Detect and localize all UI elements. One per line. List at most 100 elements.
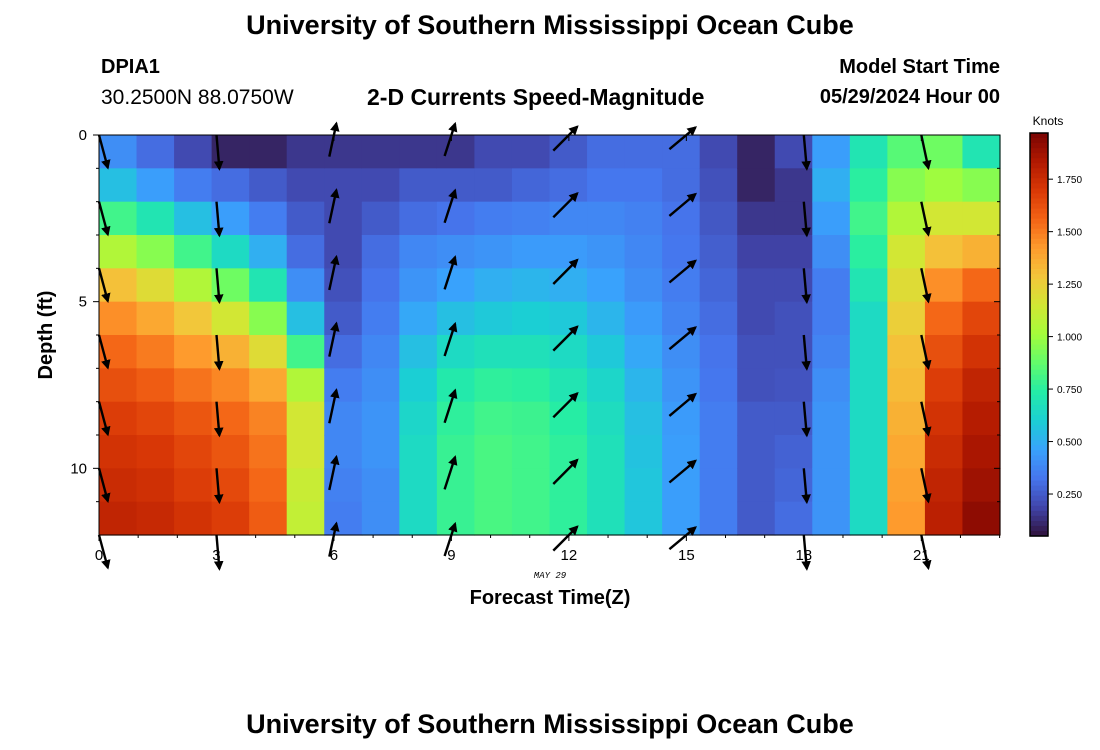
- heatmap-cell: [624, 335, 663, 369]
- current-vector-arrow: [328, 388, 340, 424]
- current-vector-arrow: [213, 268, 224, 305]
- heatmap-cell: [136, 268, 175, 303]
- colorbar-segment: [1030, 510, 1048, 517]
- heatmap-cell: [737, 368, 776, 403]
- heatmap-cell: [887, 135, 926, 169]
- colorbar-segment: [1030, 243, 1048, 250]
- heatmap-cell: [887, 501, 926, 536]
- heatmap-cell: [587, 401, 626, 436]
- heatmap-cell: [174, 501, 213, 536]
- y-tick-label: 10: [70, 460, 87, 477]
- heatmap-cell: [211, 301, 250, 336]
- colorbar-segment: [1030, 238, 1048, 245]
- heatmap-cell: [849, 268, 888, 303]
- current-vector-arrow: [443, 521, 458, 557]
- heatmap-cell: [924, 235, 964, 269]
- heatmap-cell: [249, 201, 288, 236]
- heatmap-cell: [361, 168, 400, 203]
- heatmap-cell: [511, 468, 551, 503]
- heatmap-cell: [849, 501, 888, 536]
- heatmap-cell: [324, 435, 363, 469]
- colorbar-tick-label: 1.500: [1057, 228, 1082, 239]
- colorbar-segment: [1030, 289, 1048, 295]
- heatmap-cell: [849, 335, 888, 369]
- heatmap-cell: [924, 435, 964, 469]
- heatmap-cell: [587, 435, 626, 469]
- x-axis-label: Forecast Time(Z): [470, 587, 631, 609]
- main-title: University of Southern Mississippi Ocean…: [246, 10, 854, 40]
- colorbar-segment: [1030, 258, 1048, 265]
- heatmap-cell: [849, 235, 888, 269]
- colorbar: 0.250 0.500 0.750 1.000 1.250 1.500 1.750: [1029, 132, 1082, 537]
- heatmap-cell: [211, 368, 250, 403]
- heatmap-cell: [699, 501, 738, 536]
- current-vector-arrow: [552, 191, 579, 219]
- current-vector-arrow: [668, 459, 697, 484]
- footer-title: University of Southern Mississippi Ocean…: [246, 709, 854, 739]
- heatmap-cell: [399, 468, 438, 503]
- current-vector-arrow: [97, 334, 111, 370]
- heatmap-cell: [174, 168, 213, 203]
- colorbar-segment: [1030, 319, 1048, 326]
- heatmap-cell: [136, 401, 175, 436]
- heatmap-cell: [99, 435, 138, 469]
- colorbar-segment: [1030, 138, 1048, 144]
- heatmap: [99, 135, 1001, 536]
- heatmap-cell: [549, 301, 588, 336]
- heatmap-cell: [549, 335, 588, 369]
- heatmap-cell: [286, 301, 325, 336]
- heatmap-cell: [286, 401, 325, 436]
- heatmap-cell: [962, 235, 1001, 269]
- colorbar-segment: [1030, 440, 1048, 446]
- colorbar-tick-label: 1.750: [1057, 175, 1082, 186]
- heatmap-cell: [849, 135, 888, 169]
- current-vector-arrow: [97, 534, 111, 570]
- colorbar-segment: [1030, 379, 1048, 386]
- colorbar-segment: [1030, 173, 1048, 179]
- heatmap-cell: [849, 401, 888, 436]
- current-vector-arrow: [668, 326, 697, 351]
- heatmap-cell: [549, 435, 588, 469]
- heatmap-cell: [399, 368, 438, 403]
- colorbar-segment: [1030, 364, 1048, 371]
- heatmap-cell: [812, 368, 851, 403]
- heatmap-cell: [587, 135, 626, 169]
- colorbar-segment: [1030, 480, 1048, 487]
- heatmap-cell: [211, 501, 250, 536]
- heatmap-cell: [136, 235, 175, 269]
- heatmap-cell: [662, 168, 701, 203]
- heatmap-cell: [474, 235, 513, 269]
- heatmap-cell: [962, 435, 1001, 469]
- heatmap-cell: [136, 168, 175, 203]
- heatmap-cell: [174, 335, 213, 369]
- heatmap-cell: [587, 468, 626, 503]
- heatmap-cell: [624, 401, 663, 436]
- heatmap-cell: [662, 501, 701, 536]
- heatmap-cell: [286, 201, 325, 236]
- x-tick-label: 21: [913, 547, 930, 564]
- colorbar-tick-label: 0.750: [1057, 385, 1082, 396]
- heatmap-cell: [286, 168, 325, 203]
- heatmap-cell: [249, 135, 288, 169]
- heatmap-cell: [174, 235, 213, 269]
- heatmap-cell: [812, 201, 851, 236]
- heatmap-cell: [587, 201, 626, 236]
- heatmap-cell: [361, 368, 400, 403]
- colorbar-frame: [1029, 132, 1049, 537]
- heatmap-cell: [587, 168, 626, 203]
- current-vector-arrow: [328, 188, 340, 224]
- colorbar-segment: [1030, 475, 1048, 482]
- current-vector-arrow: [443, 388, 458, 424]
- axes: 0 3 6 9 12 15 18 21 0 5 10: [70, 127, 1001, 564]
- station-coordinates: 30.2500N 88.0750W: [101, 86, 294, 109]
- heatmap-cell: [774, 235, 813, 269]
- heatmap-cell: [549, 268, 588, 303]
- heatmap-cell: [511, 135, 551, 169]
- heatmap-cell: [699, 268, 738, 303]
- heatmap-cell: [324, 235, 363, 269]
- heatmap-cell: [662, 235, 701, 269]
- heatmap-cell: [136, 435, 175, 469]
- heatmap-cell: [812, 401, 851, 436]
- current-vector-arrow: [97, 267, 111, 304]
- heatmap-cell: [511, 335, 551, 369]
